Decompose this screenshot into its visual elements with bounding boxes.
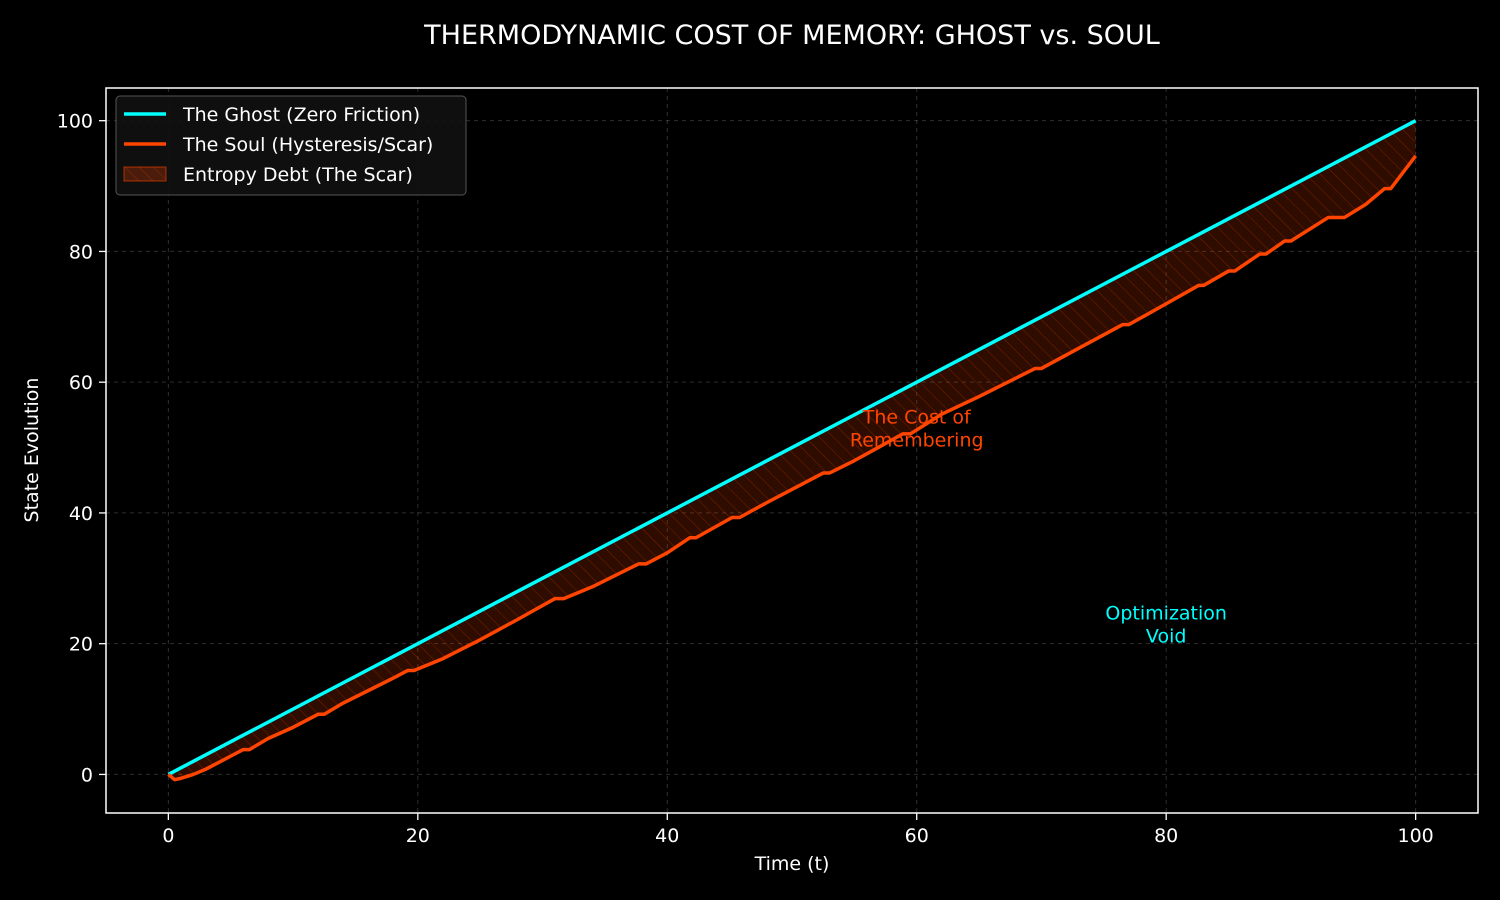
x-tick-label: 80 <box>1154 825 1178 847</box>
x-tick-label: 100 <box>1398 825 1434 847</box>
legend-item-soul-label: The Soul (Hysteresis/Scar) <box>182 134 433 156</box>
legend-item-entropy-debt-hatch <box>124 167 166 181</box>
x-tick-label: 0 <box>162 825 174 847</box>
y-axis-label: State Evolution <box>21 378 43 523</box>
grid <box>106 88 1478 813</box>
soul-line <box>167 154 1418 782</box>
y-tick-label: 40 <box>69 503 93 525</box>
x-tick-label: 20 <box>406 825 430 847</box>
annotations: The Cost of Remembering Optimization Void <box>850 406 1227 647</box>
annotation-optimization-void: Optimization Void <box>1105 603 1227 648</box>
annotation-cost-of-remembering: The Cost of Remembering <box>850 406 984 451</box>
axis-ticks: 0 20 40 60 80 100 0 20 40 60 80 100 <box>57 111 1434 847</box>
plot-frame <box>105 87 1479 814</box>
y-tick-label: 80 <box>69 241 93 263</box>
y-tick-label: 100 <box>57 111 93 133</box>
legend-item-entropy-debt-label: Entropy Debt (The Scar) <box>183 164 413 186</box>
y-tick-label: 60 <box>69 372 93 394</box>
ghost-line <box>167 119 1417 776</box>
series-layer <box>167 119 1418 782</box>
x-tick-label: 60 <box>905 825 929 847</box>
x-axis-label: Time (t) <box>754 853 830 875</box>
y-tick-label: 0 <box>81 764 93 786</box>
legend: The Ghost (Zero Friction) The Soul (Hyste… <box>115 95 467 196</box>
legend-item-ghost-label: The Ghost (Zero Friction) <box>182 104 420 126</box>
legend-box <box>115 95 467 196</box>
chart-title: THERMODYNAMIC COST OF MEMORY: GHOST vs. … <box>423 20 1160 51</box>
y-tick-label: 20 <box>69 634 93 656</box>
x-tick-label: 40 <box>655 825 679 847</box>
